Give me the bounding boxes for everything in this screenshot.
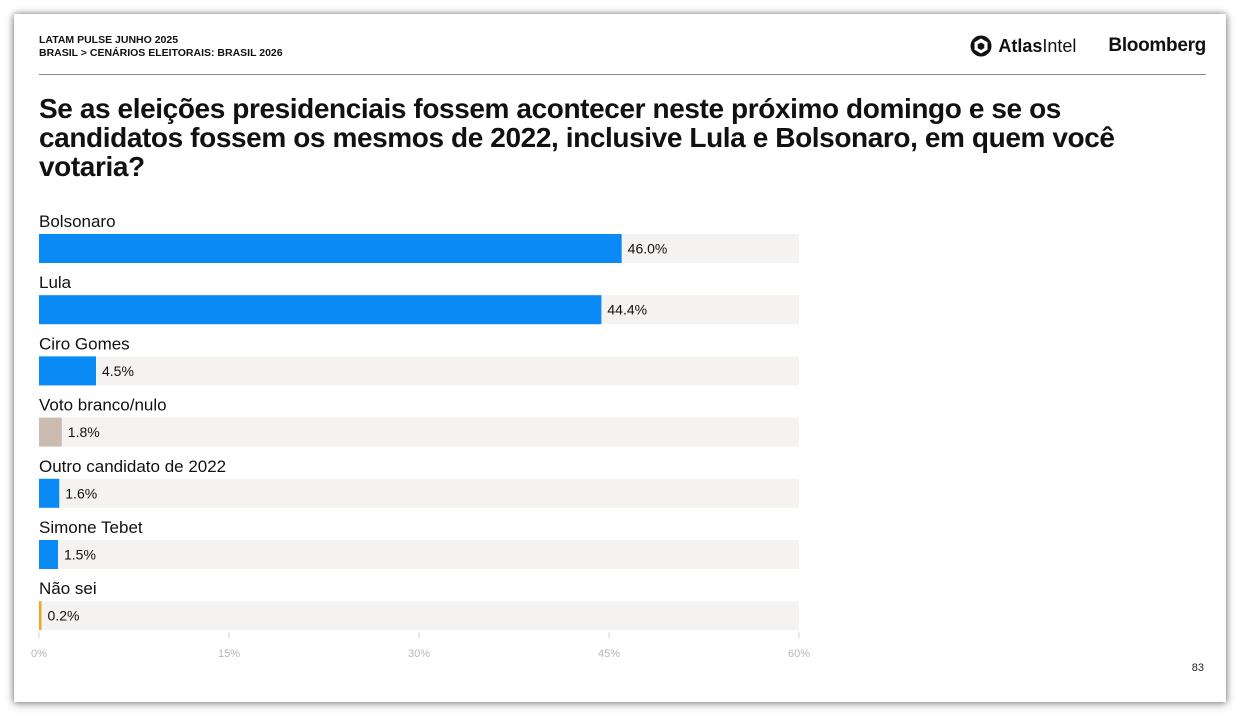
bar-track (39, 540, 799, 569)
bar (39, 417, 62, 447)
category-label: Ciro Gomes (39, 334, 130, 353)
bar (39, 295, 602, 325)
x-tick-label: 60% (788, 648, 810, 660)
category-label: Lula (39, 273, 72, 292)
report-name: LATAM PULSE JUNHO 2025 (39, 34, 179, 46)
x-tick-label: 15% (218, 648, 240, 660)
slide-card: LATAM PULSE JUNHO 2025 BRASIL > CENÁRIOS… (14, 14, 1226, 702)
logos: AtlasIntel Bloomberg (970, 32, 1206, 60)
category-label: Outro candidato de 2022 (39, 457, 226, 476)
x-tick-label: 30% (408, 648, 430, 660)
value-label: 4.5% (102, 363, 134, 379)
bar-track (39, 417, 799, 447)
breadcrumb-header: LATAM PULSE JUNHO 2025 BRASIL > CENÁRIOS… (39, 34, 283, 60)
bar (39, 356, 96, 386)
atlasintel-logo: AtlasIntel (970, 35, 1076, 57)
value-label: 44.4% (607, 302, 647, 318)
bar (39, 234, 622, 263)
atlasintel-logo-icon (970, 35, 992, 57)
header-divider (39, 74, 1206, 75)
bar-track (39, 478, 799, 508)
bar (39, 478, 60, 508)
breadcrumb: BRASIL > CENÁRIOS ELEITORAIS: BRASIL 202… (39, 47, 283, 59)
page-number: 83 (1191, 662, 1204, 674)
value-label: 1.6% (65, 485, 97, 501)
value-label: 0.2% (48, 608, 80, 624)
bar-track (39, 356, 799, 386)
bar-chart: Bolsonaro 46.0% Lula 44.4% Ciro Gomes 4.5% Vot… (31, 212, 810, 660)
bar (39, 601, 42, 631)
bar (39, 540, 58, 569)
value-label: 1.5% (64, 547, 96, 563)
x-tick-label: 0% (31, 648, 47, 660)
value-label: 46.0% (628, 241, 668, 257)
atlas-logo-bold-text: Atlas (998, 35, 1043, 56)
chart-title: Se as eleições presidenciais fossem acon… (39, 93, 1115, 182)
category-label: Voto branco/nulo (39, 396, 167, 415)
value-label: 1.8% (68, 424, 100, 440)
category-label: Simone Tebet (39, 518, 143, 537)
atlas-logo-regular-text: Intel (1042, 35, 1077, 56)
bar-track (39, 601, 799, 631)
x-tick-label: 45% (598, 648, 620, 660)
category-label: Não sei (39, 579, 97, 598)
category-label: Bolsonaro (39, 212, 116, 231)
bloomberg-logo: Bloomberg (1108, 35, 1206, 56)
